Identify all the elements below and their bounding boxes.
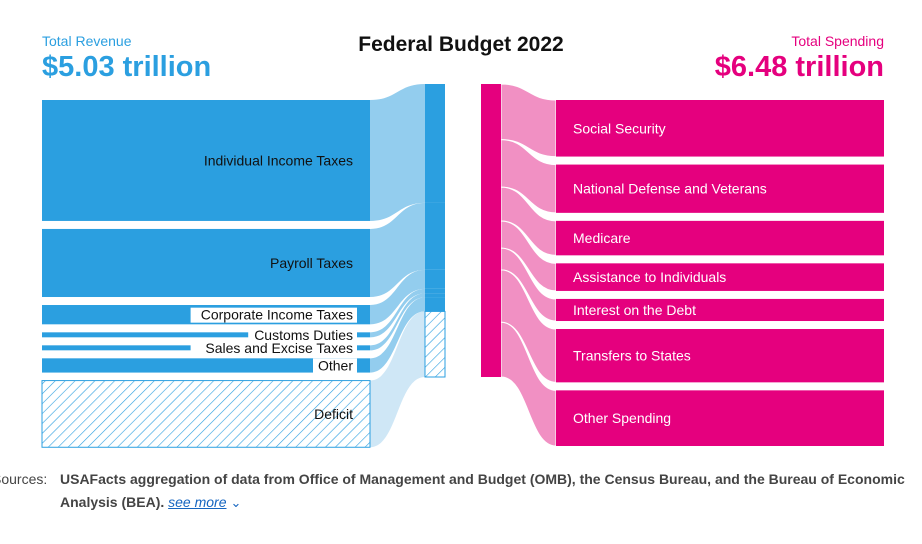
- revenue-label-bg-sales-and-excise-taxes: [190, 340, 357, 356]
- spending-flow-social-security: [500, 83, 557, 158]
- revenue-label-bg-customs-duties: [248, 327, 357, 343]
- revenue-bar-payroll-taxes[interactable]: [42, 228, 370, 298]
- revenue-flow-deficit: [370, 311, 425, 448]
- revenue-label-payroll-taxes: Payroll Taxes: [270, 255, 353, 271]
- spending-bar-other-spending[interactable]: [556, 390, 884, 446]
- revenue-flow-individual-income-taxes: [370, 84, 425, 221]
- spending-label-national-defense-and-veterans: National Defense and Veterans: [573, 181, 767, 197]
- revenue-column-customs-duties: [425, 288, 445, 294]
- spending-label-medicare: Medicare: [573, 230, 631, 246]
- see-more-link[interactable]: see more: [168, 494, 227, 510]
- revenue-label-other: Other: [318, 357, 353, 373]
- revenue-column-corporate-income-taxes: [425, 269, 445, 289]
- revenue-label-customs-duties: Customs Duties: [254, 327, 353, 343]
- revenue-label-bg-other: [313, 358, 357, 374]
- sources-text-line2: Analysis (BEA).: [60, 494, 165, 510]
- spending-label-transfers-to-states: Transfers to States: [573, 348, 691, 364]
- spending-bar-transfers-to-states[interactable]: [556, 329, 884, 383]
- spending-label-other-spending: Other Spending: [573, 410, 671, 426]
- sources-label: Sources:: [0, 471, 48, 487]
- spending-bar-interest-on-the-debt[interactable]: [556, 298, 884, 322]
- spending-bar-medicare[interactable]: [556, 220, 884, 256]
- spending-label-interest-on-the-debt: Interest on the Debt: [573, 302, 696, 318]
- revenue-column-other: [425, 297, 445, 312]
- spending-flow-medicare: [500, 186, 557, 256]
- spending-label-social-security: Social Security: [573, 120, 666, 136]
- spending-bar-assistance-to-individuals[interactable]: [556, 263, 884, 291]
- spending-column: [481, 84, 501, 377]
- total-spending-label: Total Spending: [791, 33, 884, 49]
- revenue-column-individual-income-taxes: [425, 84, 445, 203]
- total-revenue-label: Total Revenue: [42, 33, 132, 49]
- revenue-bar-other[interactable]: [42, 358, 370, 373]
- spending-bar-social-security[interactable]: [556, 100, 884, 157]
- revenue-bar-deficit[interactable]: [41, 380, 371, 448]
- sources-text-line1: USAFacts aggregation of data from Office…: [60, 471, 905, 487]
- revenue-label-individual-income-taxes: Individual Income Taxes: [204, 152, 353, 168]
- revenue-flow-other: [370, 297, 425, 373]
- revenue-bar-customs-duties[interactable]: [42, 332, 370, 338]
- revenue-flow-customs-duties: [370, 288, 425, 338]
- revenue-column-deficit: [424, 310, 446, 378]
- total-spending-header: Total Spending $6.48 trillion: [715, 32, 884, 84]
- chart-title: Federal Budget 2022: [358, 33, 564, 56]
- spending-label-assistance-to-individuals: Assistance to Individuals: [573, 269, 726, 285]
- revenue-label-bg-corporate-income-taxes: [190, 307, 357, 323]
- total-spending-value: $6.48 trillion: [714, 51, 884, 83]
- sources-footer: Sources: USAFacts aggregation of data fro…: [0, 468, 922, 514]
- revenue-column-payroll-taxes: [425, 202, 445, 270]
- spending-bar-national-defense-and-veterans[interactable]: [556, 164, 884, 213]
- revenue-label-sales-and-excise-taxes: Sales and Excise Taxes: [205, 340, 353, 356]
- spending-flow-transfers-to-states: [500, 269, 557, 383]
- spending-flow-national-defense-and-veterans: [500, 139, 557, 214]
- total-revenue-header: Total Revenue $5.03 trillion: [42, 32, 211, 84]
- total-revenue-value: $5.03 trillion: [42, 51, 212, 83]
- revenue-flow-payroll-taxes: [370, 202, 425, 298]
- revenue-column-sales-and-excise-taxes: [425, 293, 445, 298]
- chevron-down-icon[interactable]: ⌄: [230, 495, 242, 510]
- revenue-label-corporate-income-taxes: Corporate Income Taxes: [201, 307, 353, 323]
- revenue-label-deficit: Deficit: [314, 406, 353, 422]
- revenue-flow-corporate-income-taxes: [370, 269, 425, 325]
- revenue-bar-individual-income-taxes[interactable]: [42, 100, 370, 221]
- revenue-flow-sales-and-excise-taxes: [370, 293, 425, 351]
